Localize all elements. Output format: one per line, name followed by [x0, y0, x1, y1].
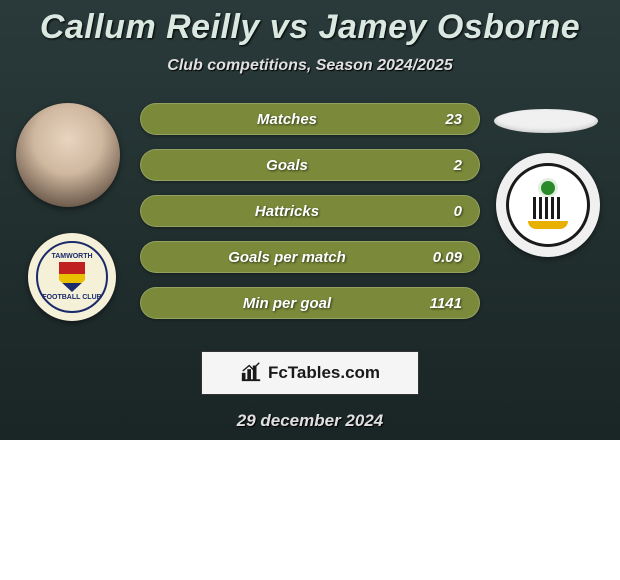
left-player-avatar [16, 103, 120, 207]
stat-row-goals-per-match: Goals per match 0.09 [140, 241, 480, 273]
stat-value: 23 [416, 111, 462, 128]
page-title: Callum Reilly vs Jamey Osborne [0, 8, 620, 47]
left-player-column: TAMWORTH FOOTBALL CLUB [16, 103, 126, 333]
stat-value: 2 [416, 157, 462, 174]
stat-label: Min per goal [158, 295, 416, 312]
branding-box: FcTables.com [201, 351, 419, 395]
stat-value: 0.09 [416, 249, 462, 266]
stat-label: Matches [158, 111, 416, 128]
stripes-icon [533, 197, 563, 219]
stat-label: Goals per match [158, 249, 416, 266]
sun-icon [541, 181, 555, 195]
stat-row-min-per-goal: Min per goal 1141 [140, 287, 480, 319]
left-club-top-text: TAMWORTH [51, 253, 92, 260]
left-club-badge-inner: TAMWORTH FOOTBALL CLUB [36, 241, 108, 313]
shield-icon [59, 262, 85, 292]
content-row: TAMWORTH FOOTBALL CLUB Matches 23 Goals … [0, 103, 620, 333]
footer-date: 29 december 2024 [0, 411, 620, 431]
stat-row-matches: Matches 23 [140, 103, 480, 135]
right-club-badge-inner [506, 163, 590, 247]
right-club-badge [496, 153, 600, 257]
stat-label: Hattricks [158, 203, 416, 220]
bar-chart-icon [240, 360, 262, 387]
left-club-badge: TAMWORTH FOOTBALL CLUB [28, 233, 116, 321]
page-subtitle: Club competitions, Season 2024/2025 [0, 57, 620, 75]
left-club-bottom-text: FOOTBALL CLUB [42, 294, 101, 301]
branding-text: FcTables.com [268, 363, 380, 383]
right-player-column [494, 103, 604, 333]
stat-row-goals: Goals 2 [140, 149, 480, 181]
stats-list: Matches 23 Goals 2 Hattricks 0 Goals per… [140, 103, 480, 319]
stat-value: 0 [416, 203, 462, 220]
stat-label: Goals [158, 157, 416, 174]
stat-row-hattricks: Hattricks 0 [140, 195, 480, 227]
right-player-avatar [494, 109, 598, 133]
stat-value: 1141 [416, 295, 462, 312]
comparison-card: Callum Reilly vs Jamey Osborne Club comp… [0, 0, 620, 440]
curve-icon [528, 221, 568, 229]
